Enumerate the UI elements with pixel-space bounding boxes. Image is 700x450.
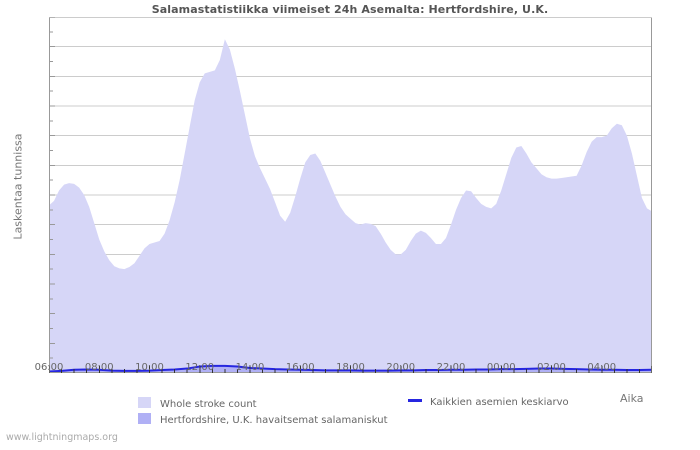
x-tick-label: 12:00 xyxy=(185,362,215,373)
legend-label-whole-stroke-count: Whole stroke count xyxy=(160,399,257,410)
legend-swatch-whole-stroke-count xyxy=(138,397,151,408)
legend-item-whole-stroke-count: Whole stroke count xyxy=(138,397,257,410)
x-tick-label: 14:00 xyxy=(235,362,265,373)
footer-url: www.lightningmaps.org xyxy=(6,432,118,443)
legend-swatch-average-line xyxy=(408,399,422,402)
chart-canvas xyxy=(48,16,653,374)
legend-item-average: Kaikkien asemien keskiarvo xyxy=(408,397,569,408)
y-axis-label: Laskentaa tunnissa xyxy=(11,133,25,240)
x-tick-label: 22:00 xyxy=(436,362,466,373)
x-tick-label: 00:00 xyxy=(486,362,516,373)
x-tick-label: 16:00 xyxy=(285,362,315,373)
legend-label-station-strokes: Hertfordshire, U.K. havaitsemat salamani… xyxy=(160,415,388,426)
x-axis-label: Aika xyxy=(620,392,644,405)
legend-swatch-station-strokes xyxy=(138,413,151,424)
x-tick-label: 20:00 xyxy=(386,362,416,373)
x-tick-label: 08:00 xyxy=(84,362,114,373)
x-tick-label: 02:00 xyxy=(537,362,566,373)
x-tick-label: 04:00 xyxy=(587,362,617,373)
legend-item-station-strokes: Hertfordshire, U.K. havaitsemat salamani… xyxy=(138,413,388,426)
x-tick-label: 18:00 xyxy=(336,362,365,373)
legend-label-average: Kaikkien asemien keskiarvo xyxy=(430,397,569,408)
x-tick-label: 06:00 xyxy=(34,362,64,373)
page-title: Salamastatistiikka viimeiset 24h Asemalt… xyxy=(151,3,549,16)
x-tick-label: 10:00 xyxy=(135,362,164,373)
plot-area xyxy=(48,16,653,374)
